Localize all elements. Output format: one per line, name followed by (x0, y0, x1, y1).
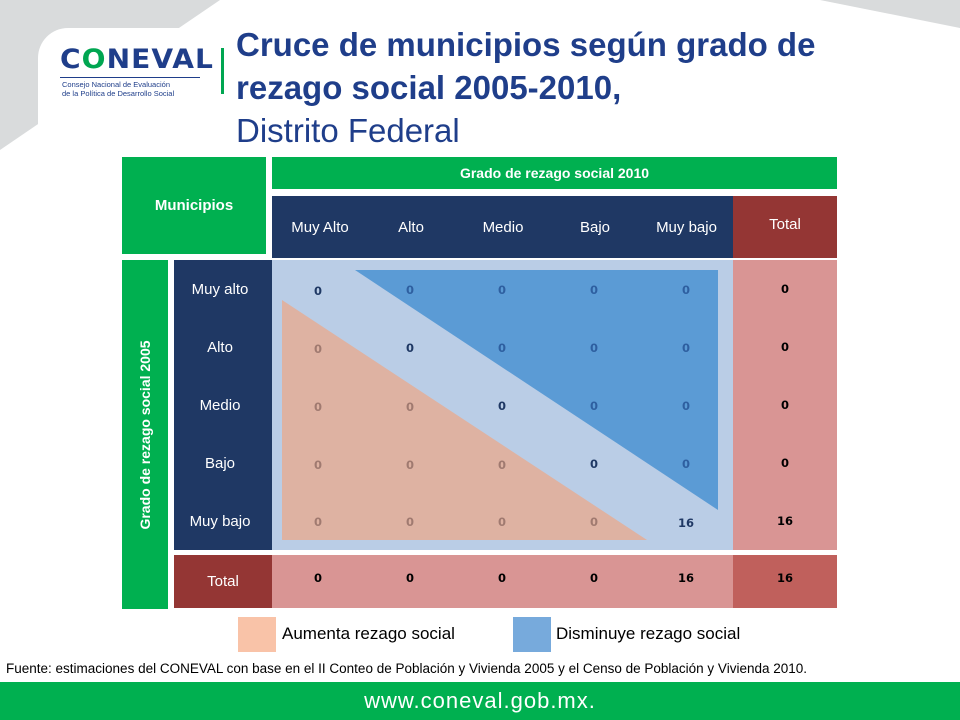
page-title-region: Distrito Federal (236, 112, 460, 149)
total-muy-bajo: 16 (776, 514, 793, 528)
cell-alto-medio: 0 (497, 341, 506, 355)
logo-underline (60, 77, 200, 78)
cell-muy-alto-alto: 0 (405, 283, 414, 297)
total-row (272, 555, 733, 608)
background-corner-right (820, 0, 960, 28)
row-group-header: Grado de rezago social 2005 (122, 260, 168, 609)
total-bajo: 0 (780, 456, 789, 470)
cell-muy-bajo-alto: 0 (405, 515, 414, 529)
coneval-logo: CONEVAL Consejo Nacional de Evaluación d… (60, 44, 213, 108)
row-header-muy-bajo: Muy bajo (189, 512, 251, 530)
column-header-medio: Medio (482, 218, 524, 236)
column-header-alto: Alto (398, 218, 424, 236)
cell-alto-bajo: 0 (589, 341, 598, 355)
cell-muy-bajo-bajo: 0 (589, 515, 598, 529)
cell-muy-alto-medio: 0 (497, 283, 506, 297)
page-title-line2: rezago social 2005-2010, (236, 69, 622, 106)
decrease-region (355, 270, 718, 510)
logo-subtitle: Consejo Nacional de Evaluación de la Pol… (62, 80, 174, 98)
grand-total-value: 16 (776, 571, 793, 585)
column-header-band (272, 196, 733, 258)
cell-muy-alto-bajo: 0 (589, 283, 598, 297)
row-header-muy-alto: Muy alto (191, 280, 249, 298)
total-muy-alto: 0 (780, 282, 789, 296)
logo-subtitle-line1: Consejo Nacional de Evaluación (62, 80, 170, 89)
cell-muy-alto-muy-alto: 0 (313, 284, 322, 298)
column-header-bajo: Bajo (579, 218, 611, 236)
cell-muy-bajo-medio: 0 (497, 515, 506, 529)
cell-muy-alto-muy-bajo: 0 (681, 283, 690, 297)
title-divider (221, 48, 224, 94)
cell-medio-muy-alto: 0 (313, 400, 322, 414)
cell-alto-muy-bajo: 0 (681, 341, 690, 355)
row-header-total: Total (174, 555, 272, 608)
row-header-bajo: Bajo (204, 454, 236, 472)
logo-wordmark: CONEVAL (60, 44, 214, 75)
page-title-line1: Cruce de municipios según grado de (236, 26, 816, 63)
column-header-total: Total (733, 196, 837, 258)
column-group-header: Grado de rezago social 2010 (272, 157, 837, 189)
source-note: Fuente: estimaciones del CONEVAL con bas… (6, 661, 808, 676)
legend-increase-swatch (238, 617, 276, 652)
cell-bajo-bajo: 0 (589, 457, 598, 471)
increase-region (282, 300, 647, 540)
legend-decrease-label: Disminuye rezago social (556, 624, 741, 643)
row-header-band (174, 260, 272, 550)
total-medio: 0 (780, 398, 789, 412)
cell-bajo-muy-alto: 0 (313, 458, 322, 472)
cell-medio-muy-bajo: 0 (681, 399, 690, 413)
cell-muy-bajo-muy-bajo: 16 (677, 516, 694, 530)
row-group-label: Grado de rezago social 2005 (137, 339, 153, 530)
footer-url-link[interactable]: www.coneval.gob.mx. (364, 688, 596, 713)
row-header-medio: Medio (199, 396, 241, 414)
total-col-muy-bajo: 16 (677, 571, 694, 585)
total-col-medio: 0 (497, 571, 506, 585)
row-header-alto: Alto (207, 338, 233, 356)
total-column (733, 260, 837, 550)
cell-bajo-medio: 0 (497, 458, 506, 472)
cell-bajo-alto: 0 (405, 458, 414, 472)
cell-medio-medio: 0 (497, 399, 506, 413)
cell-muy-bajo-muy-alto: 0 (313, 515, 322, 529)
cell-bajo-muy-bajo: 0 (681, 457, 690, 471)
logo-subtitle-line2: de la Política de Desarrollo Social (62, 89, 175, 98)
total-col-alto: 0 (405, 571, 414, 585)
cell-medio-bajo: 0 (589, 399, 598, 413)
transition-matrix (272, 260, 733, 550)
total-col-bajo: 0 (589, 571, 598, 585)
column-header-muy-bajo: Muy bajo (656, 218, 717, 236)
total-alto: 0 (780, 340, 789, 354)
cell-medio-alto: 0 (405, 400, 414, 414)
legend-increase-label: Aumenta rezago social (282, 624, 455, 643)
matrix-triangles (282, 270, 718, 540)
column-header-muy-alto: Muy Alto (291, 218, 349, 236)
cell-alto-muy-alto: 0 (313, 342, 322, 356)
corner-label: Municipios (122, 157, 266, 254)
footer-bar: www.coneval.gob.mx. (0, 682, 960, 720)
grand-total-cell (733, 555, 837, 608)
cell-alto-alto: 0 (405, 341, 414, 355)
total-col-muy-alto: 0 (313, 571, 322, 585)
legend-decrease-swatch (513, 617, 551, 652)
slide-background (38, 28, 960, 168)
